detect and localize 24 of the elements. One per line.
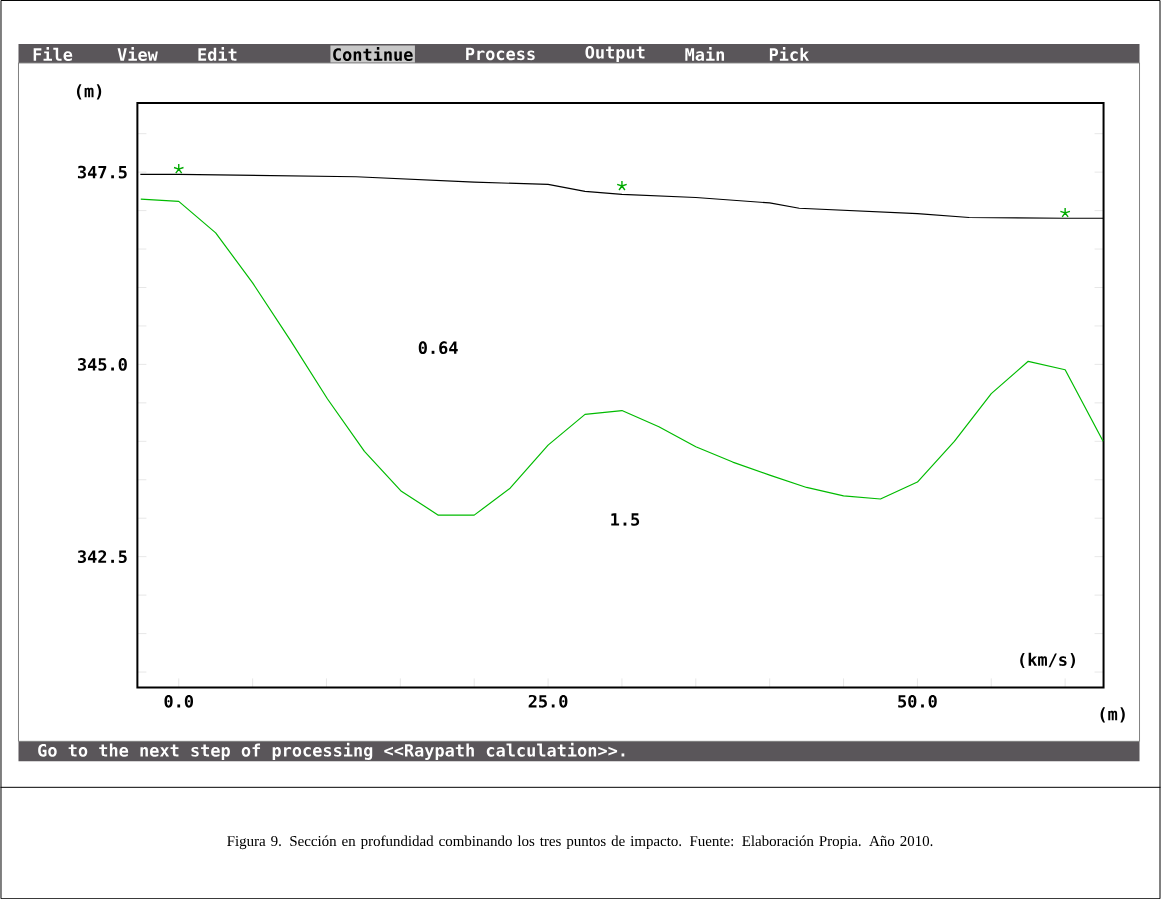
text: Edit	[198, 46, 237, 61]
text: View	[117, 46, 158, 61]
x-axis-title: (m)	[1100, 707, 1125, 723]
point	[173, 163, 185, 174]
y-tick-label: 347.5	[77, 165, 127, 179]
y-tick-label: 345.0	[77, 357, 127, 371]
annotation: 1.5	[611, 513, 640, 526]
text: Pick	[769, 46, 809, 61]
text: Go to the next step of processing <<Raypath calculation>>.	[38, 742, 625, 760]
y-tick-label: 342.5	[77, 550, 127, 563]
text: Process	[466, 47, 535, 61]
text: Figura 9. Sección en profundidad combinando los tres puntos de impacto. Fuente: Elaboración Propia. Año 2010.	[227, 835, 933, 850]
x-tick-label: 50.0	[898, 694, 937, 708]
text: Output	[585, 45, 645, 62]
x-tick-label: 25.0	[528, 694, 568, 708]
text: File	[33, 46, 73, 61]
text: Main	[685, 46, 725, 61]
text: Continue	[333, 46, 413, 61]
annotation: (km/s)	[1020, 652, 1075, 668]
point	[616, 180, 628, 191]
x-tick-label: 0.0	[164, 694, 194, 708]
y-axis-title: (m)	[76, 84, 102, 100]
point	[1059, 207, 1071, 218]
annotation: 0.64	[418, 341, 458, 354]
